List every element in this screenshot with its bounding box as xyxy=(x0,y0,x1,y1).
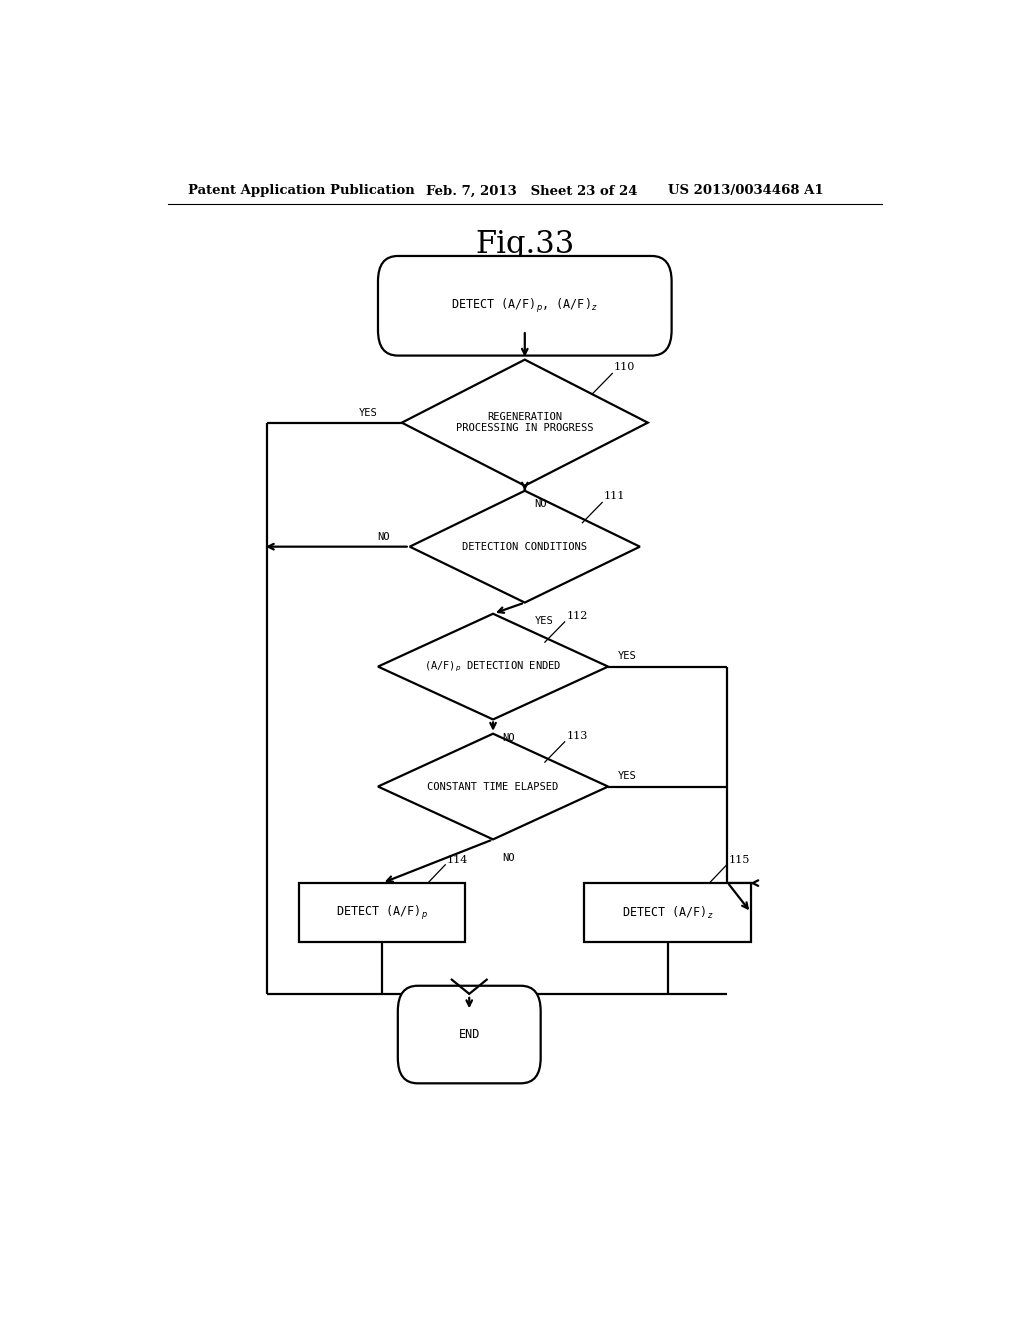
FancyBboxPatch shape xyxy=(378,256,672,355)
Text: DETECT (A/F)$_z$: DETECT (A/F)$_z$ xyxy=(622,904,714,920)
Text: DETECTION CONDITIONS: DETECTION CONDITIONS xyxy=(462,541,588,552)
Polygon shape xyxy=(401,359,648,486)
Text: 115: 115 xyxy=(728,855,750,865)
Text: (A/F)$_p$ DETECTION ENDED: (A/F)$_p$ DETECTION ENDED xyxy=(424,660,562,673)
Text: 114: 114 xyxy=(446,855,468,865)
Text: NO: NO xyxy=(503,733,515,743)
Text: DETECT (A/F)$_p$: DETECT (A/F)$_p$ xyxy=(336,904,428,921)
FancyBboxPatch shape xyxy=(397,986,541,1084)
Text: DETECT (A/F)$_p$, (A/F)$_z$: DETECT (A/F)$_p$, (A/F)$_z$ xyxy=(452,297,598,314)
Polygon shape xyxy=(378,614,608,719)
Polygon shape xyxy=(410,491,640,602)
Text: YES: YES xyxy=(617,652,636,661)
Text: 110: 110 xyxy=(613,363,635,372)
Text: 113: 113 xyxy=(566,731,588,741)
Text: CONSTANT TIME ELAPSED: CONSTANT TIME ELAPSED xyxy=(427,781,559,792)
Text: NO: NO xyxy=(503,853,515,863)
Text: YES: YES xyxy=(359,408,378,417)
Text: 111: 111 xyxy=(604,491,625,502)
Text: 112: 112 xyxy=(566,611,588,620)
Text: Patent Application Publication: Patent Application Publication xyxy=(187,185,415,198)
Text: NO: NO xyxy=(535,499,547,510)
Polygon shape xyxy=(378,734,608,840)
Text: YES: YES xyxy=(535,616,553,626)
Text: REGENERATION
PROCESSING IN PROGRESS: REGENERATION PROCESSING IN PROGRESS xyxy=(456,412,594,433)
Bar xyxy=(585,883,751,942)
Text: NO: NO xyxy=(378,532,390,541)
Text: Feb. 7, 2013   Sheet 23 of 24: Feb. 7, 2013 Sheet 23 of 24 xyxy=(426,185,637,198)
Text: Fig.33: Fig.33 xyxy=(475,230,574,260)
Bar xyxy=(299,883,465,942)
Text: US 2013/0034468 A1: US 2013/0034468 A1 xyxy=(668,185,823,198)
Text: END: END xyxy=(459,1028,480,1041)
Text: YES: YES xyxy=(617,771,636,781)
